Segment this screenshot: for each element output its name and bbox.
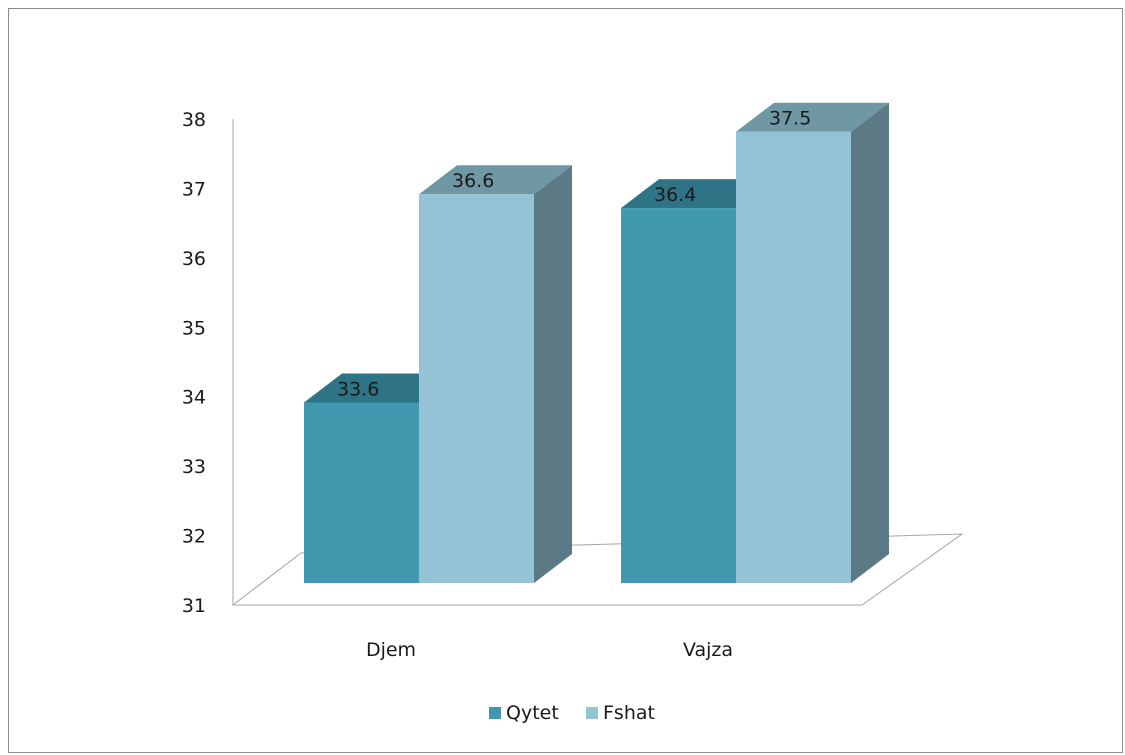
bar-side-face	[534, 165, 572, 583]
legend-label: Fshat	[603, 702, 655, 724]
bar	[304, 402, 419, 583]
y-tick-label: 36	[182, 248, 206, 270]
data-label: 33.6	[337, 378, 379, 400]
bar-top-face	[621, 179, 774, 209]
data-label: 36.6	[452, 170, 494, 192]
x-tick-label: Vajza	[683, 639, 733, 661]
y-tick-label: 35	[182, 317, 206, 339]
bar	[736, 131, 851, 583]
legend-swatch	[586, 707, 598, 719]
chart-floor	[231, 533, 964, 606]
legend-swatch	[489, 707, 501, 719]
bar-top-face	[304, 373, 457, 403]
bar-top-face	[736, 102, 889, 132]
legend-label: Qytet	[506, 702, 559, 724]
bar-top-face	[419, 165, 572, 195]
data-label: 36.4	[654, 184, 696, 206]
y-tick-label: 37	[182, 178, 206, 200]
y-tick-label: 33	[182, 456, 206, 478]
x-tick-label: Djem	[366, 639, 416, 661]
y-tick-label: 38	[182, 109, 206, 131]
bar	[419, 194, 534, 583]
y-tick-label: 31	[182, 595, 206, 617]
y-tick-label: 32	[182, 526, 206, 548]
y-tick-label: 34	[182, 387, 206, 409]
bar	[621, 208, 736, 584]
data-label: 37.5	[769, 108, 811, 130]
bar-side-face	[851, 102, 889, 583]
